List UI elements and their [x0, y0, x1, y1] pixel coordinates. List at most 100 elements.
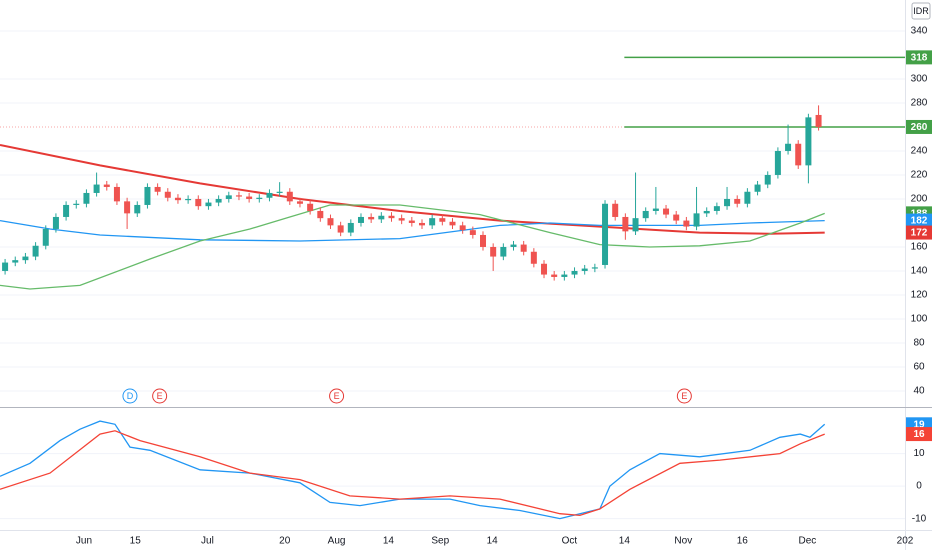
- y-tick-label: 160: [911, 242, 928, 253]
- candle-body: [124, 201, 131, 214]
- candle-body: [764, 174, 771, 185]
- x-tick-label: 202: [897, 536, 914, 547]
- candle-body: [235, 195, 242, 197]
- y-tick-label: 100: [911, 314, 928, 325]
- candle-body: [459, 225, 466, 231]
- candle-body: [52, 216, 59, 229]
- price-tag-label: 182: [911, 216, 928, 227]
- line-series: [0, 430, 825, 517]
- candle-body: [357, 216, 364, 223]
- event-label: E: [681, 391, 687, 401]
- candle-body: [327, 218, 334, 226]
- candle-body: [317, 210, 324, 219]
- candle-body: [378, 215, 385, 220]
- y-tick-label: 300: [911, 74, 928, 85]
- event-marker: [676, 388, 692, 404]
- candle-body: [622, 216, 629, 232]
- x-tick-label: Sep: [431, 536, 449, 547]
- candle-body: [703, 210, 710, 214]
- candle-body: [744, 191, 751, 204]
- x-tick-label: Jul: [201, 536, 214, 547]
- candle-body: [632, 218, 639, 232]
- y-tick-label: 40: [913, 386, 925, 397]
- candle-body: [134, 204, 141, 214]
- y-tick-label: 220: [911, 170, 928, 181]
- candle-body: [347, 222, 354, 233]
- price-tag-label: 172: [911, 228, 928, 239]
- candle-body: [673, 214, 680, 221]
- x-tick-label: 16: [737, 536, 749, 547]
- x-tick-label: 14: [487, 536, 499, 547]
- event-marker: [122, 388, 138, 404]
- candle-body: [93, 184, 100, 193]
- line-series: [0, 144, 825, 235]
- candle-body: [439, 218, 446, 222]
- x-tick-label: 15: [130, 536, 142, 547]
- y-tick-label: -10: [912, 513, 927, 524]
- candle-body: [286, 191, 293, 202]
- candle-body: [449, 221, 456, 226]
- candle-body: [490, 246, 497, 257]
- candle-body: [785, 143, 792, 151]
- candle-body: [215, 198, 222, 203]
- candle-body: [144, 186, 151, 205]
- candle-body: [510, 244, 517, 247]
- candle-body: [551, 274, 558, 277]
- candle-body: [12, 260, 19, 263]
- candle-body: [581, 268, 588, 271]
- x-tick-label: 14: [619, 536, 631, 547]
- x-tick-label: 20: [279, 536, 291, 547]
- line-series: [0, 219, 825, 242]
- candle-body: [246, 196, 253, 199]
- event-label: E: [157, 391, 163, 401]
- candle-body: [63, 204, 70, 217]
- candle-body: [154, 186, 161, 192]
- candle-body: [408, 220, 415, 223]
- price-tag: [906, 119, 932, 134]
- candle-body: [734, 198, 741, 204]
- candle-body: [663, 208, 670, 215]
- currency: IDR: [913, 6, 929, 16]
- candle-body: [429, 218, 436, 226]
- candle-body: [693, 213, 700, 227]
- candle-body: [561, 274, 568, 277]
- x-tick-label: Oct: [562, 536, 578, 547]
- x-tick-label: Jun: [76, 536, 92, 547]
- candle-body: [388, 215, 395, 219]
- candle-body: [307, 203, 314, 211]
- event-label: E: [334, 391, 340, 401]
- candle-body: [642, 210, 649, 219]
- y-tick-label: 60: [913, 362, 925, 373]
- price-tag: [906, 213, 932, 228]
- y-tick-label: 0: [916, 481, 922, 492]
- x-tick-label: Aug: [328, 536, 346, 547]
- y-tick-label: 340: [911, 26, 928, 37]
- y-tick-label: 120: [911, 290, 928, 301]
- candle-body: [815, 114, 822, 127]
- currency-box[interactable]: [911, 2, 931, 20]
- price-tag-label: 318: [911, 53, 928, 64]
- candle-body: [754, 184, 761, 192]
- x-tick-label: Nov: [674, 536, 692, 547]
- x-tick-label: Dec: [798, 536, 816, 547]
- candle-body: [73, 203, 80, 205]
- candle-body: [276, 191, 283, 193]
- candle-body: [774, 150, 781, 175]
- y-tick-label: 10: [913, 448, 925, 459]
- candle-body: [652, 208, 659, 211]
- price-tag: [906, 50, 932, 65]
- y-tick-label: 80: [913, 338, 925, 349]
- candle-body: [795, 143, 802, 166]
- candle-body: [185, 198, 192, 201]
- candle-body: [32, 245, 39, 257]
- candle-body: [398, 218, 405, 221]
- candle-body: [174, 197, 181, 201]
- candle-body: [602, 203, 609, 265]
- candle-body: [368, 216, 375, 220]
- candle-body: [256, 197, 263, 199]
- candle-body: [83, 192, 90, 204]
- y-tick-label: 140: [911, 266, 928, 277]
- candle-body: [2, 262, 9, 271]
- candle-body: [683, 220, 690, 227]
